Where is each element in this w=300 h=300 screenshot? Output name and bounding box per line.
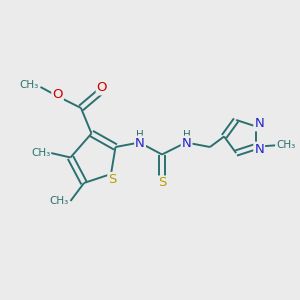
Text: H: H [183,130,190,140]
Text: N: N [254,142,264,156]
Text: CH₃: CH₃ [50,196,69,206]
Text: S: S [158,176,166,190]
Text: N: N [254,117,264,130]
Text: S: S [108,173,117,186]
Text: CH₃: CH₃ [20,80,39,90]
Text: H: H [136,130,144,140]
Text: N: N [135,136,145,150]
Text: CH₃: CH₃ [31,148,50,158]
Text: CH₃: CH₃ [276,140,295,150]
Text: O: O [52,88,63,101]
Text: O: O [97,81,107,94]
Text: N: N [182,136,191,150]
